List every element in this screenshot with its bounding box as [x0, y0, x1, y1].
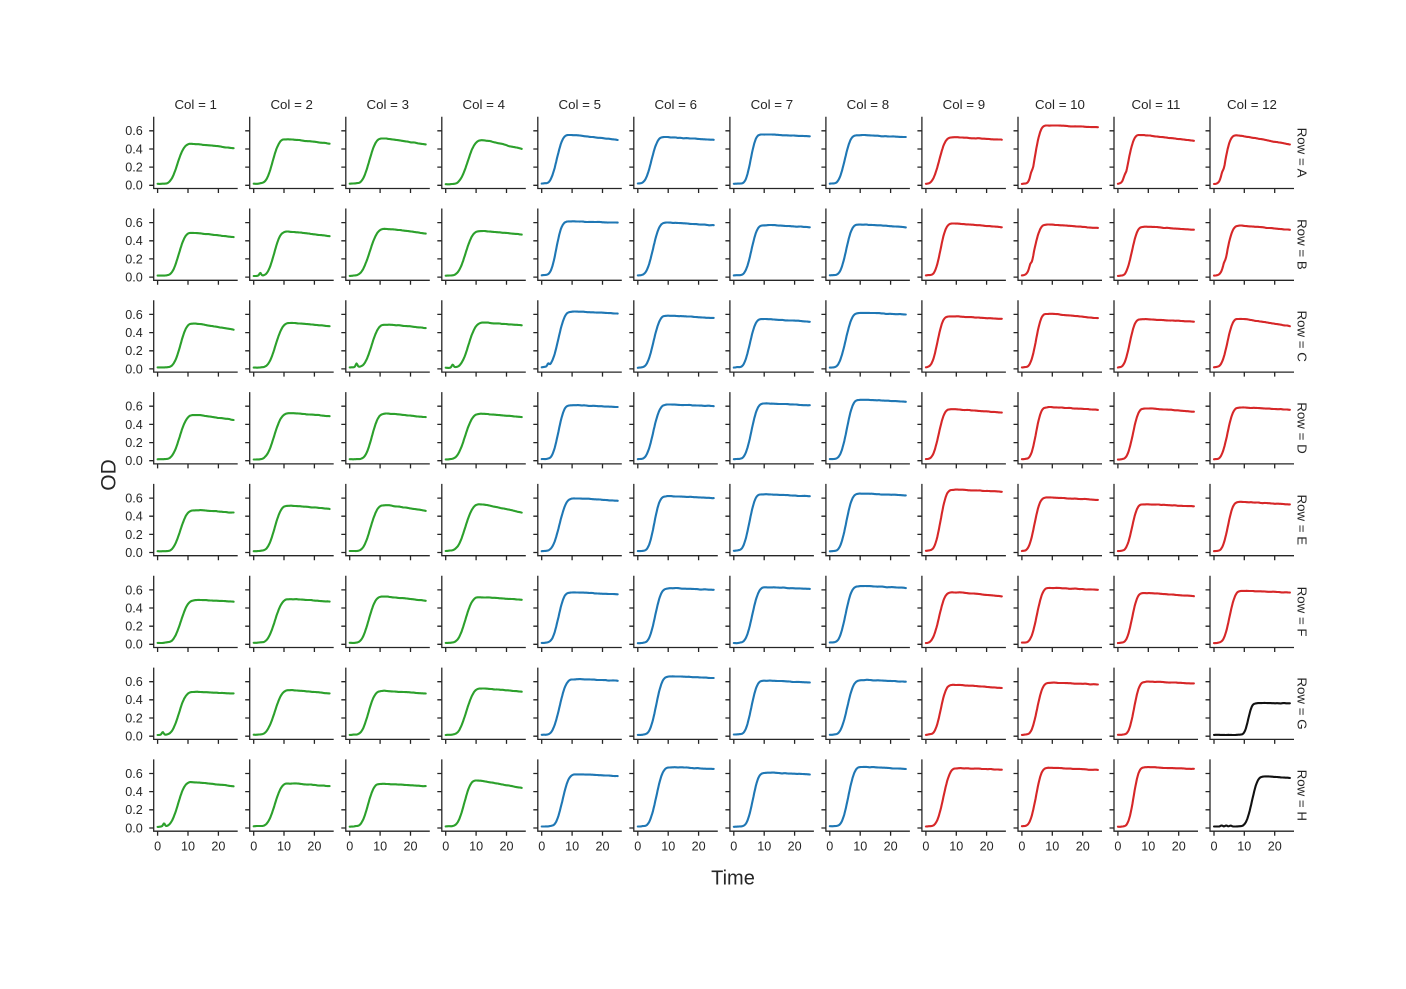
svg-text:0.2: 0.2 — [125, 711, 143, 725]
svg-text:0: 0 — [730, 840, 737, 854]
svg-text:0.4: 0.4 — [125, 234, 143, 248]
svg-text:10: 10 — [1045, 840, 1059, 854]
svg-text:0: 0 — [1018, 840, 1025, 854]
svg-text:20: 20 — [1268, 840, 1282, 854]
svg-text:Row = C: Row = C — [1294, 311, 1309, 363]
svg-text:Col = 7: Col = 7 — [751, 97, 794, 112]
svg-text:Col = 4: Col = 4 — [463, 97, 506, 112]
svg-text:0: 0 — [634, 840, 641, 854]
svg-text:10: 10 — [853, 840, 867, 854]
svg-text:Col = 1: Col = 1 — [174, 97, 217, 112]
svg-text:0.2: 0.2 — [125, 344, 143, 358]
svg-text:10: 10 — [373, 840, 387, 854]
svg-text:0.6: 0.6 — [125, 583, 143, 597]
svg-text:0.0: 0.0 — [125, 454, 143, 468]
svg-text:Col = 12: Col = 12 — [1227, 97, 1277, 112]
svg-text:20: 20 — [307, 840, 321, 854]
svg-text:0.6: 0.6 — [125, 216, 143, 230]
svg-text:20: 20 — [499, 840, 513, 854]
svg-text:0.6: 0.6 — [125, 675, 143, 689]
svg-text:20: 20 — [980, 840, 994, 854]
svg-text:0.0: 0.0 — [125, 546, 143, 560]
svg-text:0.4: 0.4 — [125, 418, 143, 432]
svg-text:Col = 3: Col = 3 — [367, 97, 410, 112]
svg-text:0.2: 0.2 — [125, 252, 143, 266]
svg-text:Row = D: Row = D — [1294, 402, 1309, 453]
svg-text:0.2: 0.2 — [125, 528, 143, 542]
svg-text:0: 0 — [346, 840, 353, 854]
svg-text:0.0: 0.0 — [125, 179, 143, 193]
svg-text:0.4: 0.4 — [125, 142, 143, 156]
svg-text:10: 10 — [757, 840, 771, 854]
svg-text:10: 10 — [661, 840, 675, 854]
svg-text:20: 20 — [884, 840, 898, 854]
svg-text:10: 10 — [565, 840, 579, 854]
svg-text:20: 20 — [692, 840, 706, 854]
svg-text:Col = 11: Col = 11 — [1132, 97, 1181, 112]
svg-text:Row = B: Row = B — [1294, 219, 1309, 270]
svg-text:0: 0 — [250, 840, 257, 854]
svg-text:0: 0 — [1210, 840, 1217, 854]
svg-text:Col = 9: Col = 9 — [943, 97, 986, 112]
svg-text:0.0: 0.0 — [125, 638, 143, 652]
svg-text:Col = 2: Col = 2 — [270, 97, 313, 112]
svg-text:0.2: 0.2 — [125, 803, 143, 817]
svg-text:Col = 8: Col = 8 — [847, 97, 890, 112]
svg-text:0: 0 — [154, 840, 161, 854]
svg-text:10: 10 — [277, 840, 291, 854]
svg-text:0.2: 0.2 — [125, 161, 143, 175]
svg-text:0: 0 — [442, 840, 449, 854]
svg-text:0.2: 0.2 — [125, 436, 143, 450]
svg-text:20: 20 — [1172, 840, 1186, 854]
svg-text:10: 10 — [1141, 840, 1155, 854]
svg-text:20: 20 — [595, 840, 609, 854]
svg-text:10: 10 — [181, 840, 195, 854]
svg-text:20: 20 — [1076, 840, 1090, 854]
svg-text:0.6: 0.6 — [125, 492, 143, 506]
svg-text:OD: OD — [97, 459, 120, 491]
svg-text:Row = E: Row = E — [1294, 494, 1309, 545]
svg-text:Row = H: Row = H — [1294, 770, 1309, 821]
svg-text:10: 10 — [1237, 840, 1251, 854]
svg-text:0: 0 — [538, 840, 545, 854]
svg-text:0.6: 0.6 — [125, 400, 143, 414]
svg-text:0.4: 0.4 — [125, 785, 143, 799]
svg-text:0.0: 0.0 — [125, 362, 143, 376]
svg-text:0: 0 — [1114, 840, 1121, 854]
svg-text:20: 20 — [788, 840, 802, 854]
svg-text:0: 0 — [826, 840, 833, 854]
svg-text:Row = G: Row = G — [1294, 677, 1309, 729]
svg-text:0.6: 0.6 — [125, 767, 143, 781]
svg-text:0.4: 0.4 — [125, 326, 143, 340]
svg-text:0.4: 0.4 — [125, 510, 143, 524]
svg-text:Col = 10: Col = 10 — [1035, 97, 1085, 112]
svg-text:0.0: 0.0 — [125, 730, 143, 744]
svg-text:0.4: 0.4 — [125, 601, 143, 615]
svg-text:Col = 5: Col = 5 — [559, 97, 602, 112]
svg-text:0.2: 0.2 — [125, 620, 143, 634]
svg-text:Row = F: Row = F — [1294, 587, 1309, 637]
svg-text:20: 20 — [211, 840, 225, 854]
svg-text:Time: Time — [711, 867, 755, 889]
svg-text:0.0: 0.0 — [125, 821, 143, 835]
svg-text:10: 10 — [469, 840, 483, 854]
svg-text:0.0: 0.0 — [125, 271, 143, 285]
svg-text:0: 0 — [922, 840, 929, 854]
svg-text:20: 20 — [403, 840, 417, 854]
svg-text:Col = 6: Col = 6 — [655, 97, 698, 112]
svg-text:10: 10 — [949, 840, 963, 854]
svg-text:Row = A: Row = A — [1294, 128, 1309, 178]
svg-text:0.6: 0.6 — [125, 308, 143, 322]
svg-text:0.4: 0.4 — [125, 693, 143, 707]
svg-text:0.6: 0.6 — [125, 124, 143, 138]
